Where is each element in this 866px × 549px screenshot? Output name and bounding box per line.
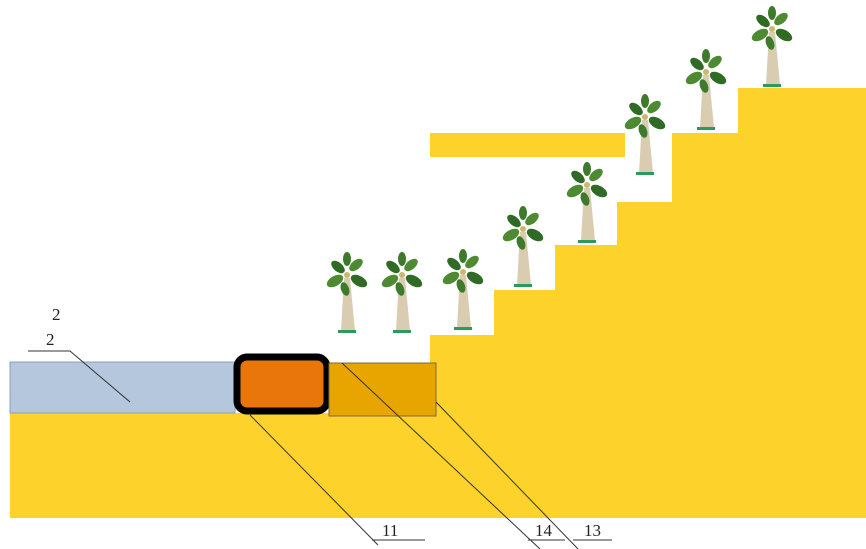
upper-ledge bbox=[430, 133, 625, 157]
fill-block bbox=[328, 362, 437, 417]
tree bbox=[440, 249, 486, 330]
tree bbox=[683, 49, 729, 130]
label: 2 bbox=[52, 305, 61, 324]
tree bbox=[324, 252, 370, 333]
water-channel bbox=[9, 361, 236, 414]
label: 11 bbox=[382, 521, 398, 540]
leader-line bbox=[435, 401, 579, 549]
slope-steps bbox=[430, 88, 866, 518]
label: 14 bbox=[535, 521, 553, 540]
pipe-block bbox=[233, 353, 331, 415]
leader-line bbox=[249, 414, 379, 546]
leader-line bbox=[28, 350, 131, 403]
tree bbox=[500, 206, 546, 287]
label: 13 bbox=[584, 521, 601, 540]
leader-line bbox=[341, 362, 541, 549]
label: 2 bbox=[46, 330, 55, 349]
tree bbox=[622, 94, 668, 175]
tree bbox=[379, 252, 425, 333]
leader-lines bbox=[28, 350, 612, 549]
tree bbox=[749, 6, 795, 87]
tree bbox=[564, 162, 610, 243]
